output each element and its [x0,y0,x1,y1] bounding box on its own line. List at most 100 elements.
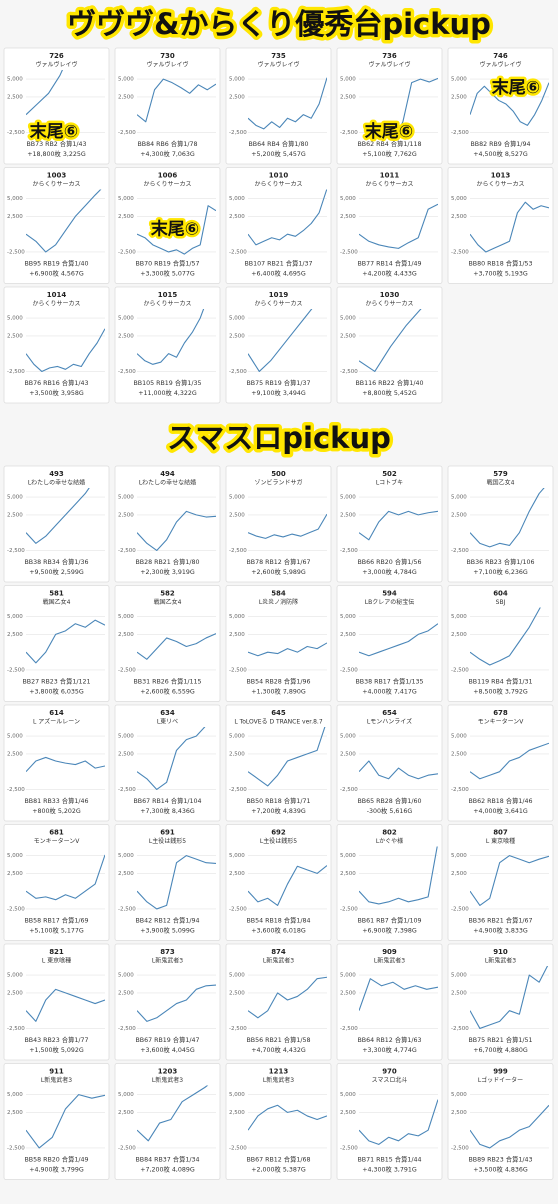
coin-line [470,607,541,666]
result: +4,000枚 3,641G [473,806,528,815]
y-tick-label: 2,500 [7,512,23,518]
coin-line [137,78,216,123]
card-bg [114,585,221,702]
result: -300枚 5,616G [367,806,413,815]
y-tick-label: 5,000 [229,1092,245,1098]
card-bg [447,465,554,583]
machine-name: Lゴッドイーター [478,1076,523,1084]
bonus-stats: BB54 RB28 合算1/96 [246,677,310,686]
machine-name: ゾンビランドサガ [254,479,302,487]
coin-line [26,488,90,544]
machine-number: 1011 [380,172,400,180]
y-tick-label: 2,500 [7,990,23,996]
machine-number: 911 [49,1068,64,1076]
card-bg [447,1063,554,1180]
machine-number: 582 [160,590,175,598]
coin-line [137,633,216,660]
machine-number: 579 [493,470,508,478]
y-tick-label: 5,000 [118,614,134,620]
bonus-stats: BB73 RB2 合算1/43 [26,139,86,148]
card-bg [225,465,332,583]
y-tick-label: 5,000 [451,614,467,620]
machine-name: スマスロ北斗 [372,1076,408,1084]
result: +6,400枚 4,695G [251,269,306,278]
bonus-stats: BB31 RB26 合算1/115 [133,677,201,686]
machine-name: モンキーターンV [34,837,81,845]
y-tick-label: 5,000 [340,734,356,740]
y-tick-label: -2,500 [118,249,136,255]
card-bg [336,47,443,165]
coin-line [248,865,327,906]
y-tick-label: 5,000 [451,853,467,859]
machine-name: L 東京喰種 [42,957,71,965]
card-bg [114,704,221,822]
coin-line [248,727,326,787]
machine-number: 654 [382,709,397,717]
machine-name: L 東京喰種 [486,837,515,845]
bonus-stats: BB61 RB7 合算1/109 [357,916,421,925]
y-tick-label: 2,500 [340,632,356,638]
machine-number: 1010 [269,172,289,180]
bonus-stats: BB64 RB12 合算1/63 [357,1035,421,1044]
annotation: 末尾⑥ [365,121,413,142]
coin-line [359,203,438,249]
y-tick-label: 2,500 [7,214,23,220]
annotation: 末尾⑥ [492,77,540,98]
card-bg [3,286,110,404]
coin-line [359,309,422,372]
machine-name: L新鬼武者3 [374,957,405,965]
result: +11,000枚 4,322G [138,388,197,397]
y-tick-label: 5,000 [7,495,23,501]
machine-number: 604 [493,590,508,598]
card-bg [3,824,110,941]
bonus-stats: BB56 RB21 合算1/58 [246,1035,310,1044]
bonus-stats: BB62 RB18 合算1/46 [468,796,532,805]
machine-name: ヴァルヴレイヴ [257,61,299,69]
result: +8,500枚 3,792G [473,687,528,696]
y-tick-label: -2,500 [229,1026,247,1032]
machine-card: 1014 からくりサーカス 5,000 2,500 -2,500 BB76 RB16 合算… [3,286,110,404]
y-tick-label: 5,000 [229,196,245,202]
card-bg [336,704,443,822]
y-tick-label: 2,500 [118,632,134,638]
card-bg [336,286,443,404]
coin-line [248,642,327,657]
result: +5,100枚 5,177G [29,926,84,935]
result: +3,700枚 5,193G [473,269,528,278]
result: +2,300枚 3,919G [140,567,195,576]
result: +3,300枚 4,774G [362,1045,417,1054]
machine-name: 戦国乙女4 [487,479,515,487]
machine-card: 1019 からくりサーカス 5,000 2,500 -2,500 BB75 RB19 合算… [225,286,332,404]
card-bg [114,824,221,941]
card-bg [3,585,110,702]
y-tick-label: 5,000 [229,973,245,979]
bonus-stats: BB43 RB23 合算1/77 [24,1035,88,1044]
machine-name: ヴァルヴレイヴ [479,61,521,69]
machine-number: 594 [382,590,397,598]
bonus-stats: BB78 RB12 合算1/67 [246,557,310,566]
y-tick-label: -2,500 [340,1145,358,1151]
result: +7,200枚 4,089G [140,1165,195,1174]
y-tick-label: 5,000 [340,1092,356,1098]
y-tick-label: 2,500 [451,94,467,100]
y-tick-label: 5,000 [118,1092,134,1098]
bonus-stats: BB71 RB15 合算1/44 [357,1155,421,1164]
machine-name: Lわたしの幸せな結婚 [28,479,85,487]
result: +3,900枚 5,099G [140,926,195,935]
coin-line [248,1104,327,1131]
y-tick-label: 2,500 [118,990,134,996]
result: +4,000枚 7,417G [362,687,417,696]
coin-line [359,623,438,657]
machine-number: 1003 [47,172,67,180]
machine-number: 735 [271,52,286,60]
